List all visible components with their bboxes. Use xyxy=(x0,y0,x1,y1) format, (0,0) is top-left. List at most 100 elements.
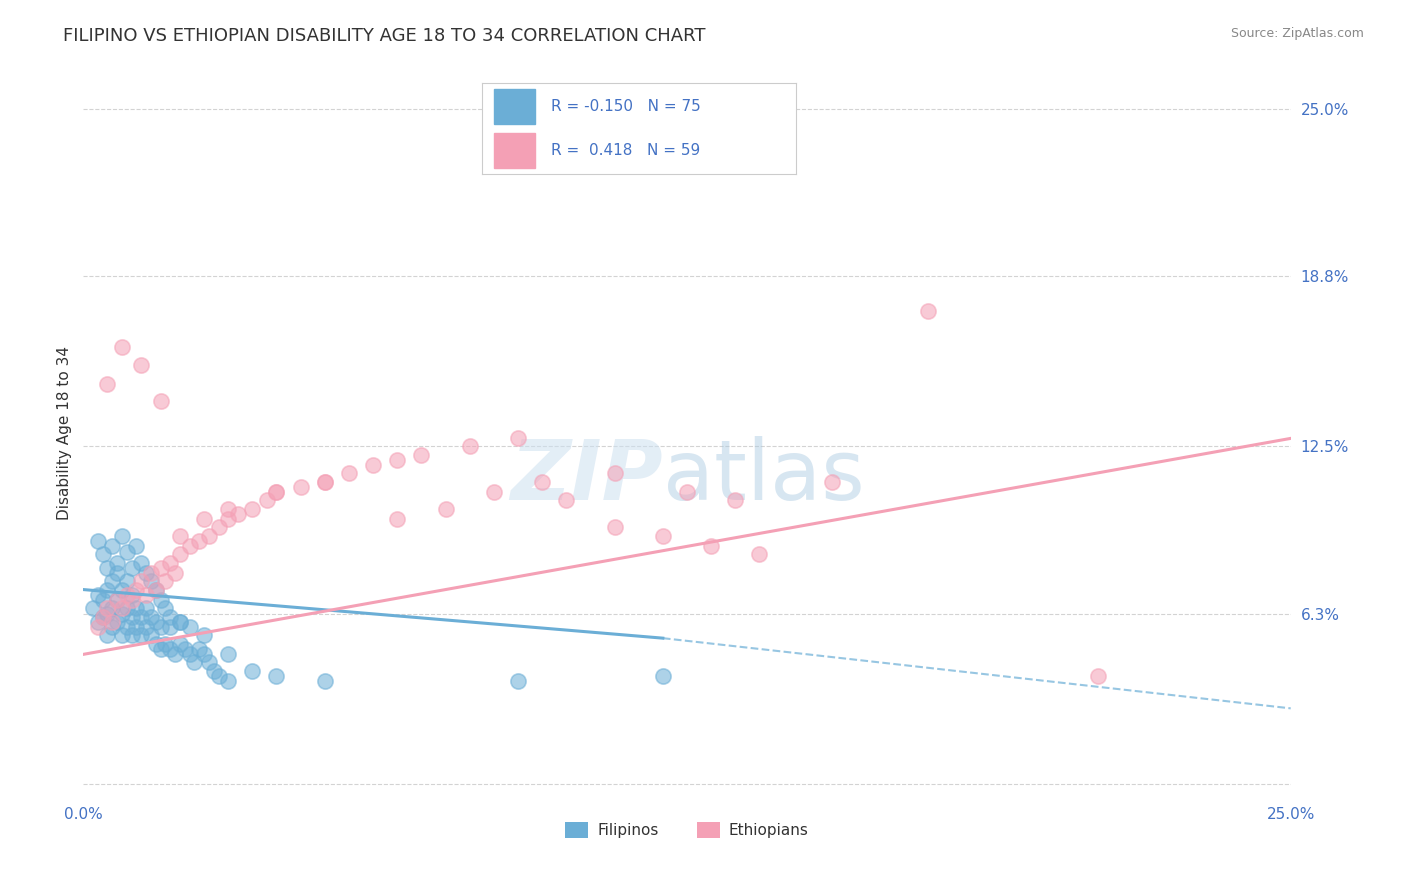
Point xyxy=(121,588,143,602)
Point xyxy=(87,588,110,602)
Point xyxy=(96,377,118,392)
Point xyxy=(314,475,336,489)
Point xyxy=(240,501,263,516)
Y-axis label: Disability Age 18 to 34: Disability Age 18 to 34 xyxy=(58,346,72,520)
Point xyxy=(101,620,124,634)
Point xyxy=(193,648,215,662)
Point xyxy=(96,607,118,621)
Point xyxy=(111,528,134,542)
Text: ZIP: ZIP xyxy=(510,436,662,517)
Point xyxy=(188,642,211,657)
Point xyxy=(290,480,312,494)
Point xyxy=(155,636,177,650)
Point xyxy=(96,582,118,597)
Text: FILIPINO VS ETHIOPIAN DISABILITY AGE 18 TO 34 CORRELATION CHART: FILIPINO VS ETHIOPIAN DISABILITY AGE 18 … xyxy=(63,27,706,45)
Point xyxy=(145,636,167,650)
Point xyxy=(651,669,673,683)
Point xyxy=(198,528,221,542)
Point xyxy=(917,304,939,318)
Point xyxy=(111,607,134,621)
Point xyxy=(149,393,172,408)
Point xyxy=(135,566,157,581)
Point xyxy=(139,574,162,589)
Point xyxy=(111,628,134,642)
Point xyxy=(179,648,201,662)
Point xyxy=(207,520,229,534)
Point xyxy=(91,609,114,624)
Point xyxy=(135,620,157,634)
Point xyxy=(169,528,191,542)
Point xyxy=(676,485,699,500)
Point xyxy=(125,582,148,597)
Point xyxy=(179,620,201,634)
Point xyxy=(101,615,124,629)
Point xyxy=(125,620,148,634)
Point xyxy=(115,574,138,589)
Point xyxy=(411,448,433,462)
Text: Source: ZipAtlas.com: Source: ZipAtlas.com xyxy=(1230,27,1364,40)
Point xyxy=(129,628,152,642)
Text: atlas: atlas xyxy=(662,436,865,517)
Point xyxy=(555,493,578,508)
Point xyxy=(129,556,152,570)
Point xyxy=(111,340,134,354)
Point xyxy=(159,609,181,624)
Point xyxy=(145,582,167,597)
Point xyxy=(149,642,172,657)
Point xyxy=(202,664,225,678)
Point xyxy=(129,574,152,589)
Point xyxy=(115,620,138,634)
Point xyxy=(105,556,128,570)
Point xyxy=(139,628,162,642)
Point xyxy=(169,548,191,562)
Point xyxy=(188,533,211,548)
Point xyxy=(226,507,249,521)
Point xyxy=(169,615,191,629)
Point xyxy=(337,467,360,481)
Point xyxy=(105,593,128,607)
Point xyxy=(1087,669,1109,683)
Point xyxy=(198,656,221,670)
Point xyxy=(651,528,673,542)
Point xyxy=(458,440,481,454)
Point xyxy=(179,540,201,554)
Point xyxy=(87,615,110,629)
Point xyxy=(115,545,138,559)
Point xyxy=(165,648,187,662)
Point xyxy=(217,674,239,689)
Point xyxy=(149,620,172,634)
Point xyxy=(121,628,143,642)
Point xyxy=(111,601,134,615)
Point xyxy=(159,642,181,657)
Point xyxy=(314,674,336,689)
Point xyxy=(169,615,191,629)
Point xyxy=(506,674,529,689)
Point xyxy=(82,601,104,615)
Point xyxy=(91,593,114,607)
Point xyxy=(139,566,162,581)
Point xyxy=(531,475,554,489)
Point xyxy=(91,548,114,562)
Point xyxy=(165,566,187,581)
Point xyxy=(603,520,626,534)
Point xyxy=(121,561,143,575)
Point xyxy=(256,493,278,508)
Point xyxy=(361,458,384,473)
Point xyxy=(173,642,195,657)
Legend: Filipinos, Ethiopians: Filipinos, Ethiopians xyxy=(560,816,815,845)
Point xyxy=(748,548,770,562)
Point xyxy=(129,359,152,373)
Point xyxy=(96,628,118,642)
Point xyxy=(145,615,167,629)
Point xyxy=(125,601,148,615)
Point xyxy=(159,556,181,570)
Point xyxy=(129,609,152,624)
Point xyxy=(155,574,177,589)
Point xyxy=(155,601,177,615)
Point xyxy=(101,540,124,554)
Point xyxy=(111,582,134,597)
Point xyxy=(387,453,409,467)
Point xyxy=(387,512,409,526)
Point xyxy=(135,601,157,615)
Point xyxy=(193,628,215,642)
